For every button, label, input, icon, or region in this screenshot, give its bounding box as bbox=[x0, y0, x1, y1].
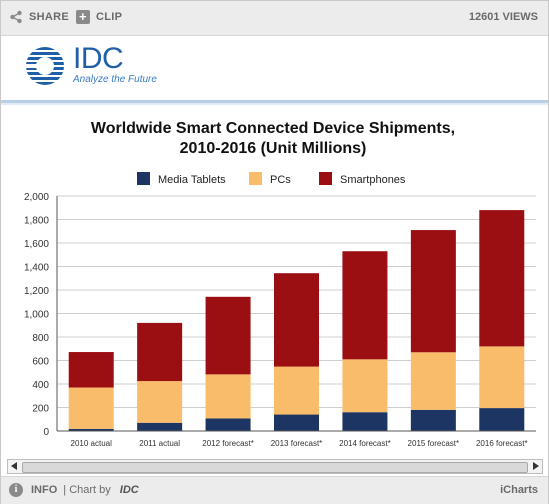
x-tick-label: 2015 forecast* bbox=[408, 439, 460, 448]
bar-pcs-3[interactable] bbox=[274, 366, 319, 415]
bar-media-tablets-5[interactable] bbox=[410, 409, 456, 431]
bar-pcs-6[interactable] bbox=[479, 346, 525, 409]
x-tick-label: 2010 actual bbox=[71, 439, 113, 448]
y-tick-label: 400 bbox=[32, 380, 49, 391]
legend-swatch-1 bbox=[249, 172, 262, 185]
bar-pcs-4[interactable] bbox=[342, 359, 388, 413]
share-button[interactable]: SHARE bbox=[9, 10, 69, 24]
y-tick-label: 1,000 bbox=[24, 310, 49, 321]
y-tick-label: 600 bbox=[32, 357, 49, 368]
share-label: SHARE bbox=[29, 11, 70, 23]
header-divider bbox=[1, 100, 548, 103]
horizontal-scrollbar[interactable] bbox=[7, 459, 543, 474]
brand-header: IDC Analyze the Future bbox=[1, 36, 548, 100]
y-tick-label: 1,600 bbox=[24, 239, 49, 250]
clip-label: CLIP bbox=[96, 11, 123, 23]
x-tick-label: 2011 actual bbox=[139, 439, 180, 448]
widget-toolbar: SHARE + CLIP 12601 VIEWS bbox=[1, 1, 548, 36]
chart-by-label: | Chart by bbox=[63, 484, 111, 496]
info-icon: i bbox=[9, 483, 23, 497]
plus-icon: + bbox=[76, 10, 90, 24]
bar-media-tablets-4[interactable] bbox=[342, 412, 388, 431]
logo-tagline: Analyze the Future bbox=[73, 74, 157, 85]
chart-area: Worldwide Smart Connected Device Shipmen… bbox=[1, 105, 548, 455]
legend-swatch-0 bbox=[137, 172, 150, 185]
bar-smartphones-4[interactable] bbox=[342, 251, 388, 360]
x-tick-label: 2012 forecast* bbox=[202, 439, 254, 448]
idc-globe-logo bbox=[24, 47, 64, 85]
y-axis: 0 200 400 600 800 1,000 1,200 1,400 1,600 1,800 2,… bbox=[24, 192, 58, 438]
bar-smartphones-1[interactable] bbox=[137, 322, 183, 382]
bar-smartphones-0[interactable] bbox=[68, 352, 114, 388]
x-tick-label: 2016 forecast* bbox=[476, 439, 528, 448]
bar-media-tablets-2[interactable] bbox=[205, 418, 251, 431]
bar-media-tablets-1[interactable] bbox=[137, 422, 183, 431]
chart-title-line-1: Worldwide Smart Connected Device Shipmen… bbox=[91, 120, 455, 137]
widget-footer: i INFO | Chart by IDC iCharts bbox=[1, 476, 548, 504]
header-divider-light bbox=[1, 103, 548, 105]
bar-pcs-1[interactable] bbox=[137, 381, 183, 423]
bar-media-tablets-6[interactable] bbox=[479, 408, 525, 431]
bar-media-tablets-0[interactable] bbox=[68, 428, 114, 431]
info-button[interactable]: i INFO | Chart by IDC bbox=[9, 483, 139, 497]
bar-smartphones-2[interactable] bbox=[205, 296, 251, 375]
chart-title-line-2: 2010-2016 (Unit Millions) bbox=[180, 140, 367, 157]
bar-smartphones-5[interactable] bbox=[410, 230, 456, 353]
bar-smartphones-6[interactable] bbox=[479, 210, 525, 347]
icharts-link[interactable]: iCharts bbox=[500, 484, 538, 496]
scrollbar-thumb[interactable] bbox=[22, 462, 528, 473]
scroll-left-arrow-icon[interactable] bbox=[11, 462, 17, 470]
chart-bars bbox=[68, 210, 525, 431]
bar-pcs-2[interactable] bbox=[205, 374, 251, 419]
bar-pcs-5[interactable] bbox=[410, 352, 456, 410]
legend-swatch-2 bbox=[319, 172, 332, 185]
bar-smartphones-3[interactable] bbox=[274, 273, 319, 367]
x-axis: 2010 actual 2011 actual 2012 forecast* 2013… bbox=[57, 430, 536, 448]
bar-media-tablets-3[interactable] bbox=[274, 414, 319, 431]
y-tick-label: 1,400 bbox=[24, 263, 49, 274]
bar-pcs-0[interactable] bbox=[68, 387, 114, 429]
y-tick-label: 0 bbox=[43, 427, 49, 438]
y-tick-label: 200 bbox=[32, 404, 49, 415]
legend-label-1: PCs bbox=[270, 174, 291, 186]
stacked-bar-chart: Worldwide Smart Connected Device Shipmen… bbox=[24, 120, 536, 448]
logo-wordmark: IDC bbox=[73, 42, 124, 75]
x-tick-label: 2013 forecast* bbox=[271, 439, 323, 448]
chart-legend: Media Tablets PCs Smartphones bbox=[137, 172, 406, 186]
legend-label-2: Smartphones bbox=[340, 174, 406, 186]
y-tick-label: 800 bbox=[32, 333, 49, 344]
clip-button[interactable]: + CLIP bbox=[76, 10, 122, 24]
info-label: INFO bbox=[31, 484, 58, 496]
x-tick-label: 2014 forecast* bbox=[339, 439, 391, 448]
scroll-right-arrow-icon[interactable] bbox=[533, 462, 539, 470]
chart-by-brand: IDC bbox=[119, 484, 139, 496]
views-count: 12601 VIEWS bbox=[468, 11, 538, 23]
y-tick-label: 1,800 bbox=[24, 216, 49, 227]
share-icon bbox=[10, 10, 22, 24]
legend-label-0: Media Tablets bbox=[158, 174, 226, 186]
y-tick-label: 1,200 bbox=[24, 286, 49, 297]
y-tick-label: 2,000 bbox=[24, 192, 49, 203]
